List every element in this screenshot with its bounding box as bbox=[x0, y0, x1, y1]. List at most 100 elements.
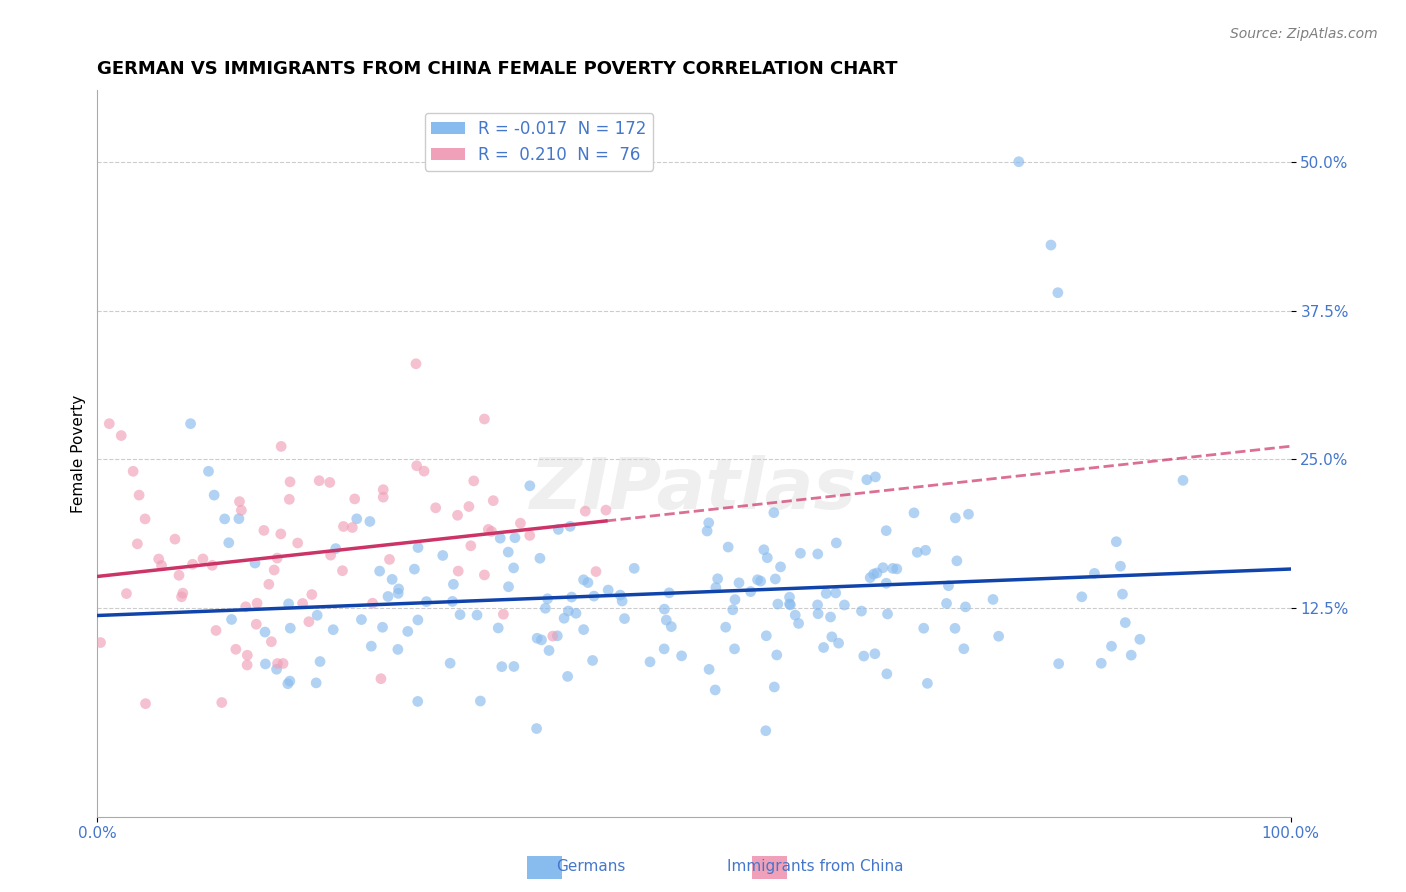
Point bbox=[866, 566, 889, 580]
Point bbox=[1008, 154, 1031, 169]
Point bbox=[180, 417, 202, 431]
Point bbox=[449, 607, 471, 622]
Point bbox=[441, 577, 464, 591]
Point bbox=[432, 549, 454, 563]
Point bbox=[465, 608, 488, 623]
Point bbox=[278, 674, 301, 689]
Point bbox=[526, 722, 548, 736]
Point bbox=[806, 598, 828, 612]
Point bbox=[205, 624, 228, 638]
Point bbox=[319, 548, 342, 562]
Point bbox=[221, 612, 243, 626]
Point bbox=[332, 519, 354, 533]
Text: Immigrants from China: Immigrants from China bbox=[727, 859, 904, 874]
Point bbox=[779, 597, 801, 611]
Point bbox=[381, 573, 404, 587]
Point bbox=[610, 594, 633, 608]
Point bbox=[266, 662, 288, 676]
Point bbox=[834, 598, 856, 612]
Point bbox=[652, 641, 675, 656]
Point bbox=[319, 475, 342, 490]
Point bbox=[749, 574, 772, 588]
Point bbox=[278, 475, 301, 489]
Point bbox=[342, 520, 364, 534]
Point bbox=[763, 680, 786, 694]
Point bbox=[825, 536, 848, 550]
Point bbox=[172, 586, 194, 600]
Point bbox=[740, 584, 762, 599]
Point bbox=[813, 640, 835, 655]
Point bbox=[463, 474, 485, 488]
Point bbox=[447, 564, 470, 578]
Point bbox=[955, 599, 977, 614]
Point bbox=[474, 412, 496, 426]
Point bbox=[245, 617, 267, 632]
Point bbox=[98, 417, 121, 431]
Point bbox=[181, 558, 204, 572]
Point bbox=[560, 519, 582, 533]
Point bbox=[254, 657, 277, 671]
Point bbox=[307, 608, 329, 623]
Point bbox=[943, 511, 966, 525]
Point bbox=[762, 506, 785, 520]
Point bbox=[717, 540, 740, 554]
Point bbox=[271, 657, 294, 671]
Point bbox=[534, 601, 557, 615]
Point bbox=[270, 439, 292, 453]
Text: Germans: Germans bbox=[555, 859, 626, 874]
Point bbox=[122, 464, 145, 478]
Point bbox=[938, 579, 960, 593]
Point bbox=[115, 586, 138, 600]
Point bbox=[460, 539, 482, 553]
Point bbox=[824, 586, 846, 600]
Point bbox=[1047, 657, 1070, 671]
Point bbox=[659, 619, 682, 633]
Point bbox=[1090, 657, 1112, 671]
Point bbox=[789, 546, 811, 560]
Point bbox=[396, 624, 419, 639]
Point bbox=[756, 550, 779, 565]
Point bbox=[477, 523, 499, 537]
Point bbox=[1105, 534, 1128, 549]
Point bbox=[128, 488, 150, 502]
Point bbox=[807, 547, 830, 561]
Point bbox=[90, 635, 112, 649]
Point bbox=[446, 508, 468, 523]
Point bbox=[236, 648, 259, 663]
Point bbox=[547, 523, 569, 537]
Text: ZIPatlas: ZIPatlas bbox=[530, 455, 858, 524]
Point bbox=[876, 607, 898, 621]
Point bbox=[704, 682, 727, 697]
Point bbox=[1083, 566, 1105, 581]
Point bbox=[852, 648, 875, 663]
Point bbox=[482, 493, 505, 508]
Point bbox=[785, 608, 807, 623]
Point bbox=[387, 586, 409, 600]
Point bbox=[872, 560, 894, 574]
Point bbox=[135, 697, 157, 711]
Point bbox=[197, 464, 219, 478]
Point bbox=[346, 512, 368, 526]
Point bbox=[912, 621, 935, 635]
Point bbox=[170, 590, 193, 604]
Point bbox=[243, 556, 266, 570]
Point bbox=[405, 458, 427, 473]
Point bbox=[298, 615, 321, 629]
Point bbox=[491, 659, 513, 673]
Point bbox=[755, 629, 778, 643]
Point bbox=[747, 573, 769, 587]
Text: Source: ZipAtlas.com: Source: ZipAtlas.com bbox=[1230, 27, 1378, 41]
Point bbox=[769, 560, 792, 574]
Point bbox=[301, 588, 323, 602]
Point bbox=[218, 535, 240, 549]
Point bbox=[598, 583, 620, 598]
Point bbox=[519, 528, 541, 542]
Point bbox=[1039, 238, 1062, 252]
Point bbox=[820, 610, 842, 624]
Point bbox=[291, 597, 314, 611]
Point bbox=[565, 607, 588, 621]
Point bbox=[654, 602, 676, 616]
Point bbox=[863, 647, 886, 661]
Point bbox=[526, 632, 548, 646]
Point bbox=[260, 634, 283, 648]
